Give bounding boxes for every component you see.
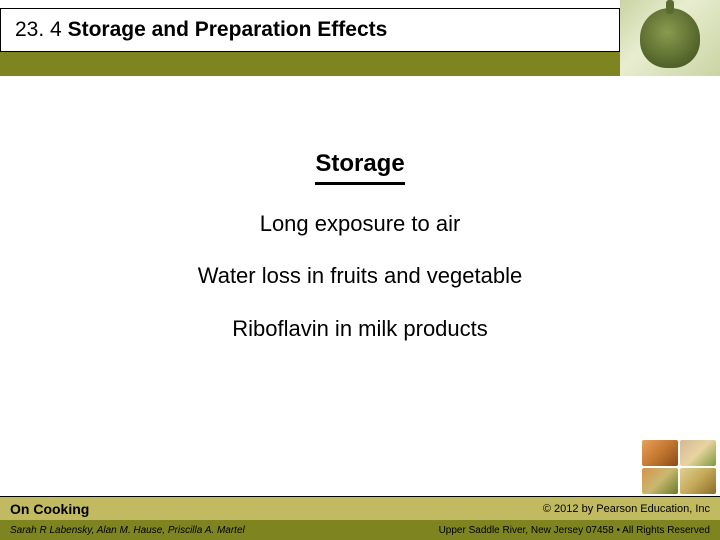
food-thumb <box>680 440 716 466</box>
header-image <box>620 0 720 76</box>
title-bar: 23. 4 Storage and Preparation Effects <box>0 8 620 52</box>
content-heading: Storage <box>315 150 404 185</box>
bullet-text: Riboflavin in milk products <box>232 316 488 341</box>
address-text: Upper Saddle River, New Jersey 07458 • A… <box>439 525 710 536</box>
food-thumb <box>680 468 716 494</box>
bullet-item: Long exposure to air <box>0 211 720 237</box>
slide-header: 23. 4 Storage and Preparation Effects <box>0 0 720 76</box>
book-title: On Cooking <box>10 501 89 517</box>
footer-top-row: On Cooking © 2012 by Pearson Education, … <box>0 496 720 520</box>
footer-food-images <box>642 440 716 494</box>
footer-bottom-row: Sarah R Labensky, Alan M. Hause, Priscil… <box>0 520 720 540</box>
section-number: 23. 4 <box>15 18 62 41</box>
copyright-text: © 2012 by Pearson Education, Inc <box>543 503 710 515</box>
food-thumb <box>642 440 678 466</box>
slide-content: Storage Long exposure to air Water loss … <box>0 150 720 368</box>
header-accent-strip <box>0 52 720 76</box>
authors-text: Sarah R Labensky, Alan M. Hause, Priscil… <box>10 525 245 536</box>
bullet-text: Long exposure to air <box>260 211 461 236</box>
artichoke-icon <box>640 8 700 68</box>
food-thumb <box>642 468 678 494</box>
bullet-item: Riboflavin in milk products <box>0 316 720 342</box>
section-title-text: Storage and Preparation Effects <box>68 18 388 41</box>
bullet-item: Water loss in fruits and vegetable <box>0 263 720 289</box>
slide-footer: On Cooking © 2012 by Pearson Education, … <box>0 496 720 540</box>
bullet-text: Water loss in fruits and vegetable <box>198 263 522 288</box>
section-title: 23. 4 Storage and Preparation Effects <box>15 18 387 42</box>
